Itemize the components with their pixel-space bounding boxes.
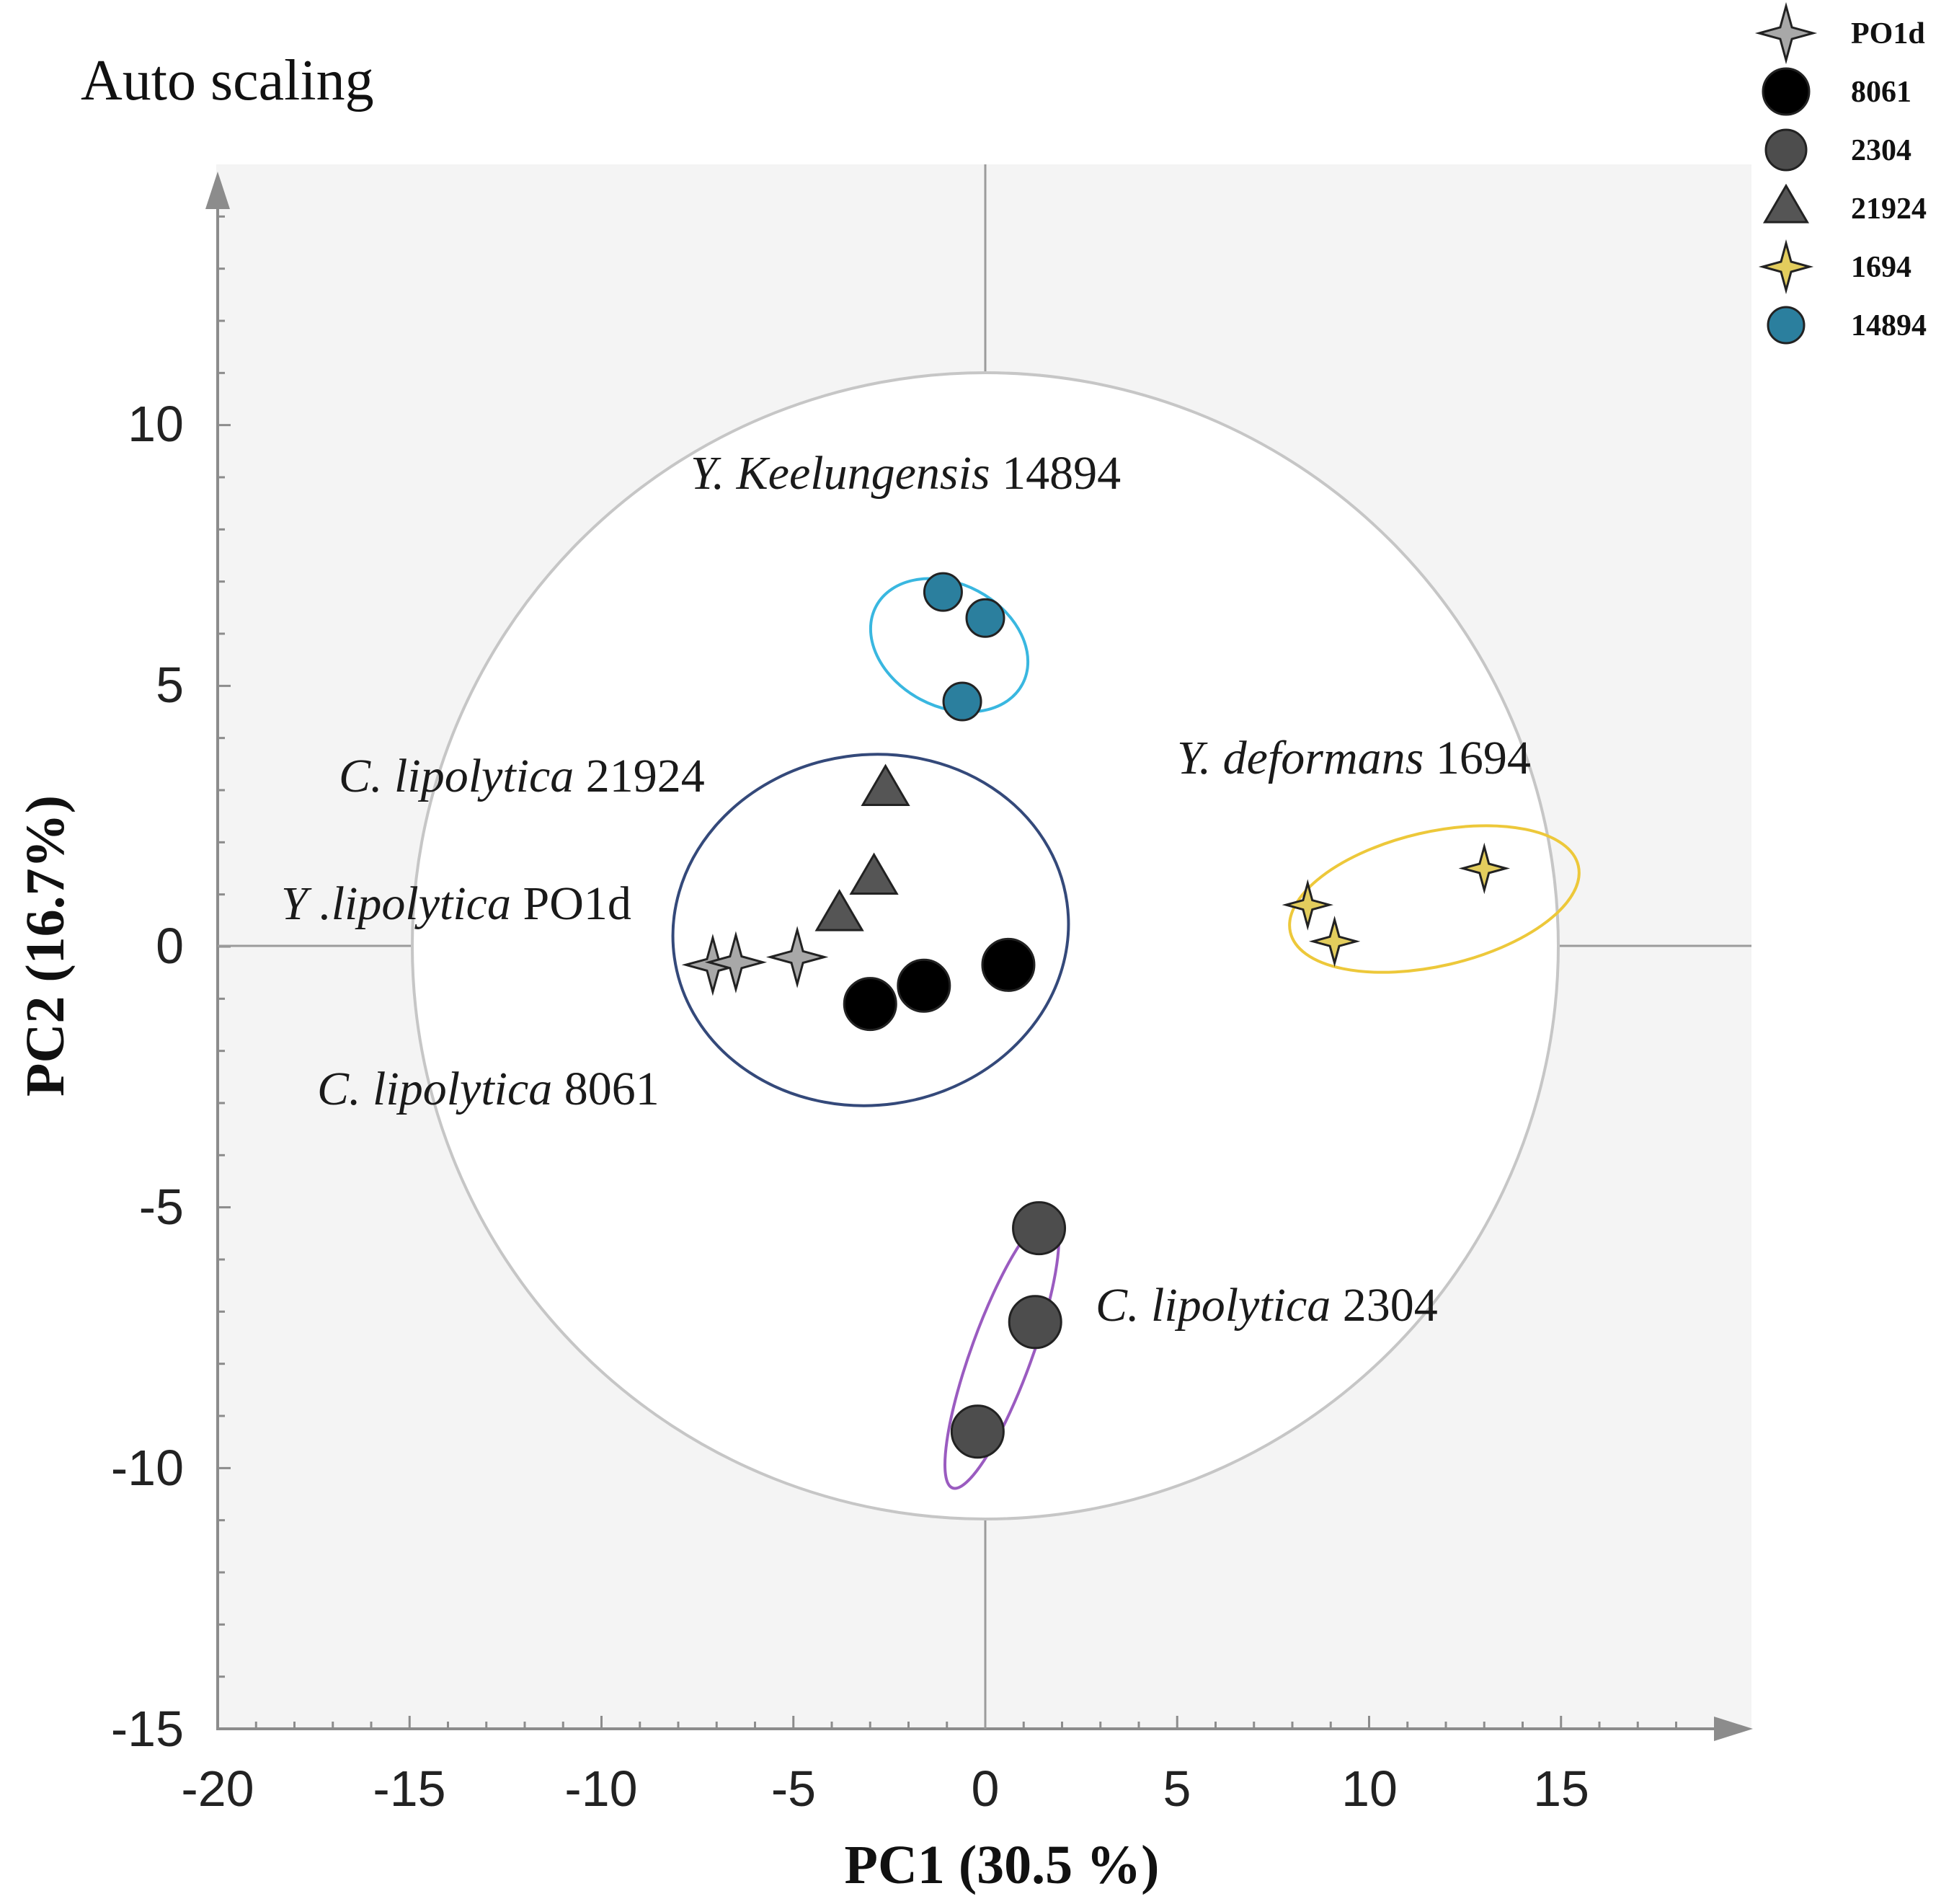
group-annotations: Y. Keelungensis 14894 C. lipolytica 2192… — [281, 447, 1531, 1332]
legend-label-1694: 1694 — [1851, 251, 1911, 284]
legend-marker-14894 — [1767, 306, 1806, 345]
y-tick-label: -10 — [111, 1440, 184, 1496]
x-tick-label: 5 — [1163, 1761, 1191, 1817]
y-axis-arrow-icon — [205, 172, 230, 209]
point-21924 — [814, 889, 864, 931]
legend-marker-1694 — [1758, 239, 1814, 295]
legend-marker-8061 — [1762, 67, 1811, 116]
group-ellipse-1694 — [1288, 824, 1581, 974]
y-tick-label: 10 — [128, 396, 184, 452]
y-tick-label: -15 — [111, 1701, 184, 1757]
group-ellipse-21924-po1d-8061 — [671, 753, 1070, 1107]
point-1694 — [1282, 879, 1333, 931]
point-po1d — [765, 926, 829, 988]
point-21924 — [849, 852, 899, 895]
point-2304 — [1008, 1295, 1062, 1350]
annotation-2304: C. lipolytica 2304 — [1096, 1279, 1438, 1332]
x-tick-label: 15 — [1533, 1761, 1589, 1817]
legend-marker-po1d — [1754, 1, 1818, 65]
y-tick-label: 0 — [156, 918, 184, 974]
x-tick-label: 0 — [972, 1761, 1000, 1817]
data-points — [681, 572, 1511, 1459]
legend-label-21924: 21924 — [1851, 192, 1927, 226]
x-tick-label: -20 — [181, 1761, 254, 1817]
y-tick-label: 5 — [156, 657, 184, 713]
point-po1d — [704, 931, 768, 993]
point-1694 — [1458, 842, 1511, 895]
y-tick-labels: -15 -10 -5 0 5 10 — [111, 396, 184, 1757]
x-tick-label: 10 — [1341, 1761, 1398, 1817]
annotation-21924: C. lipolytica 21924 — [339, 750, 705, 802]
chart-title: Auto scaling — [81, 49, 374, 112]
point-1694 — [1308, 916, 1361, 968]
point-14894 — [965, 598, 1005, 638]
legend-label-14894: 14894 — [1851, 309, 1927, 342]
x-axis-arrow-icon — [1714, 1717, 1753, 1741]
x-tick-label: -15 — [373, 1761, 445, 1817]
point-2304 — [950, 1404, 1005, 1459]
point-2304 — [1012, 1201, 1067, 1256]
legend-marker-21924 — [1762, 183, 1810, 223]
x-tick-labels: -20 -15 -10 -5 0 5 10 15 — [181, 1761, 1589, 1817]
annotation-8061: C. lipolytica 8061 — [317, 1063, 660, 1115]
legend-label-2304: 2304 — [1851, 134, 1911, 167]
y-tick-label: -5 — [139, 1179, 184, 1235]
x-axis-title: PC1 (30.5 %) — [845, 1835, 1160, 1895]
annotation-14894: Y. Keelungensis 14894 — [690, 447, 1121, 500]
annotation-po1d: Y .lipolytica PO1d — [281, 877, 631, 930]
annotation-1694: Y. deformans 1694 — [1177, 732, 1531, 784]
point-8061 — [981, 937, 1036, 992]
legend-marker-2304 — [1764, 128, 1808, 172]
x-tick-label: -5 — [771, 1761, 816, 1817]
legend-label-po1d: PO1d — [1851, 17, 1925, 50]
legend-label-8061: 8061 — [1851, 76, 1911, 109]
point-8061 — [897, 958, 951, 1013]
point-14894 — [942, 681, 982, 722]
point-8061 — [843, 977, 897, 1032]
point-21924 — [861, 763, 910, 807]
y-axis-title: PC2 (16.7%) — [15, 795, 76, 1097]
group-ellipse-14894 — [869, 577, 1030, 714]
legend: PO1d 8061 2304 21924 1694 14894 — [1754, 1, 1927, 345]
hotelling-confidence-circle — [411, 371, 1560, 1520]
x-tick-label: -10 — [564, 1761, 637, 1817]
point-14894 — [923, 572, 963, 612]
